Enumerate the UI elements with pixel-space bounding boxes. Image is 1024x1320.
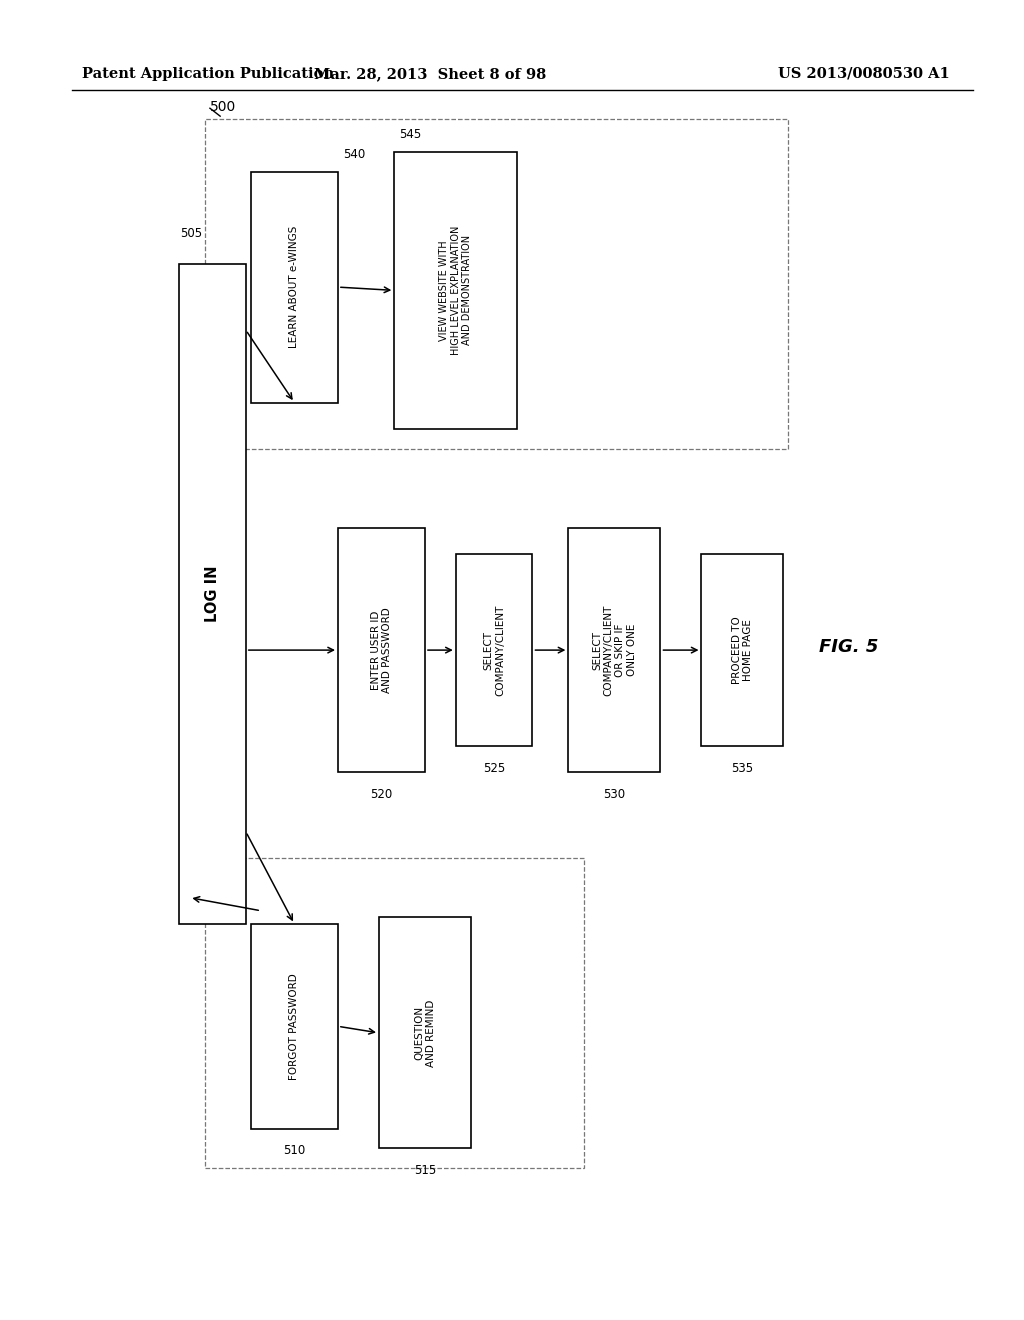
Bar <box>205 858 584 1168</box>
Text: Mar. 28, 2013  Sheet 8 of 98: Mar. 28, 2013 Sheet 8 of 98 <box>314 67 546 81</box>
Text: 520: 520 <box>371 788 392 801</box>
Text: 515: 515 <box>414 1164 436 1177</box>
Text: SELECT
COMPANY/CLIENT
OR SKIP IF
ONLY ONE: SELECT COMPANY/CLIENT OR SKIP IF ONLY ON… <box>592 605 637 696</box>
Text: 500: 500 <box>210 100 237 115</box>
Text: US 2013/0080530 A1: US 2013/0080530 A1 <box>778 67 950 81</box>
Bar <box>568 528 660 772</box>
Text: 530: 530 <box>603 788 626 801</box>
Text: 545: 545 <box>399 128 422 141</box>
Text: PROCEED TO
HOME PAGE: PROCEED TO HOME PAGE <box>731 616 754 684</box>
Text: SELECT
COMPANY/CLIENT: SELECT COMPANY/CLIENT <box>483 605 505 696</box>
Bar <box>379 917 471 1148</box>
Text: 525: 525 <box>483 762 505 775</box>
Bar <box>701 554 783 746</box>
Text: FORGOT PASSWORD: FORGOT PASSWORD <box>290 973 299 1080</box>
Text: 535: 535 <box>731 762 754 775</box>
Text: 505: 505 <box>180 227 202 240</box>
Bar <box>179 264 246 924</box>
Text: ENTER USER ID
AND PASSWORD: ENTER USER ID AND PASSWORD <box>371 607 392 693</box>
Text: FIG. 5: FIG. 5 <box>819 638 879 656</box>
Bar <box>338 528 425 772</box>
Text: VIEW WEBSITE WITH
HIGH LEVEL EXPLANATION
AND DEMONSTRATION: VIEW WEBSITE WITH HIGH LEVEL EXPLANATION… <box>439 226 472 355</box>
Bar <box>394 152 517 429</box>
Text: 540: 540 <box>343 148 366 161</box>
Text: LOG IN: LOG IN <box>205 566 220 622</box>
Text: LEARN ABOUT e-WINGS: LEARN ABOUT e-WINGS <box>290 226 299 348</box>
Bar <box>205 119 788 449</box>
Text: Patent Application Publication: Patent Application Publication <box>82 67 334 81</box>
Text: QUESTION
AND REMIND: QUESTION AND REMIND <box>414 999 436 1067</box>
Text: 510: 510 <box>284 1144 305 1158</box>
Bar <box>251 924 338 1129</box>
Bar <box>251 172 338 403</box>
Bar <box>456 554 532 746</box>
